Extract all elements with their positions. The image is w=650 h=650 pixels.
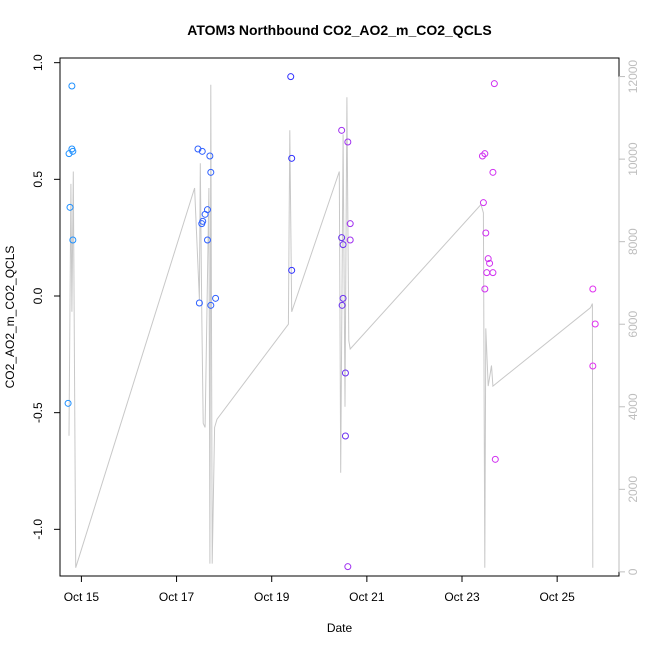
y-tick-label: 0.5: [31, 171, 45, 188]
x-axis: Oct 15 Oct 17 Oct 19 Oct 21 Oct 23 Oct 25: [64, 575, 575, 604]
data-point: [287, 73, 295, 81]
data-point: [478, 152, 486, 160]
data-point: [481, 150, 489, 158]
data-point: [589, 285, 597, 293]
y2-tick-label: 0: [626, 568, 640, 575]
x-tick-label: Oct 19: [254, 590, 290, 604]
data-point: [288, 266, 296, 274]
data-point: [69, 147, 77, 155]
data-point: [207, 301, 215, 309]
y-tick-label: 0.0: [31, 287, 45, 304]
data-point: [198, 147, 206, 155]
points-layer: [64, 73, 599, 571]
y2-tick-label: 10000: [626, 142, 640, 176]
y2-tick-label: 4000: [626, 393, 640, 420]
x-tick-label: Oct 25: [539, 590, 575, 604]
data-point: [489, 269, 497, 277]
altitude-layer: [68, 84, 594, 568]
y2-tick-label: 8000: [626, 228, 640, 255]
altitude-series-line: [68, 84, 594, 568]
data-point: [482, 229, 490, 237]
x-tick-label: Oct 17: [159, 590, 195, 604]
y-tick-label: 1.0: [31, 54, 45, 71]
data-point: [203, 236, 211, 244]
x-tick-label: Oct 21: [349, 590, 385, 604]
data-point: [339, 294, 347, 302]
data-point: [486, 259, 494, 267]
x-tick-label: Oct 15: [64, 590, 100, 604]
data-point: [66, 203, 74, 211]
y-tick-label: -1.0: [31, 519, 45, 540]
data-point: [201, 210, 209, 218]
chart-title: ATOM3 Northbound CO2_AO2_m_CO2_QCLS: [187, 22, 491, 38]
data-point: [206, 152, 214, 160]
data-point: [589, 362, 597, 370]
data-point: [195, 299, 203, 307]
data-point: [491, 455, 499, 463]
data-point: [346, 220, 354, 228]
y2-tick-label: 2000: [626, 476, 640, 503]
data-point: [484, 255, 492, 263]
data-point: [338, 301, 346, 309]
data-point: [346, 236, 354, 244]
y-tick-label: -0.5: [31, 402, 45, 423]
data-point: [288, 154, 296, 162]
x-axis-label: Date: [327, 621, 353, 635]
y-axis-label: CO2_AO2_m_CO2_QCLS: [3, 246, 17, 389]
data-point: [338, 234, 346, 242]
data-point: [490, 80, 498, 88]
data-point: [483, 269, 491, 277]
data-point: [339, 241, 347, 249]
y-axis: 1.0 0.5 0.0 -0.5 -1.0: [31, 54, 61, 540]
data-point: [198, 220, 206, 228]
data-point: [344, 138, 352, 146]
data-point: [344, 563, 352, 571]
y2-axis: 0 2000 4000 6000 8000 10000 12000: [618, 60, 640, 575]
data-point: [341, 432, 349, 440]
data-point: [489, 168, 497, 176]
data-point: [68, 82, 76, 90]
data-point: [591, 320, 599, 328]
data-point: [212, 294, 220, 302]
data-point: [481, 285, 489, 293]
data-point: [341, 369, 349, 377]
data-point: [338, 126, 346, 134]
x-tick-label: Oct 23: [444, 590, 480, 604]
y2-tick-label: 12000: [626, 60, 640, 94]
data-point: [479, 199, 487, 207]
data-point: [69, 236, 77, 244]
data-point: [64, 399, 72, 407]
y2-tick-label: 6000: [626, 311, 640, 338]
data-point: [207, 168, 215, 176]
